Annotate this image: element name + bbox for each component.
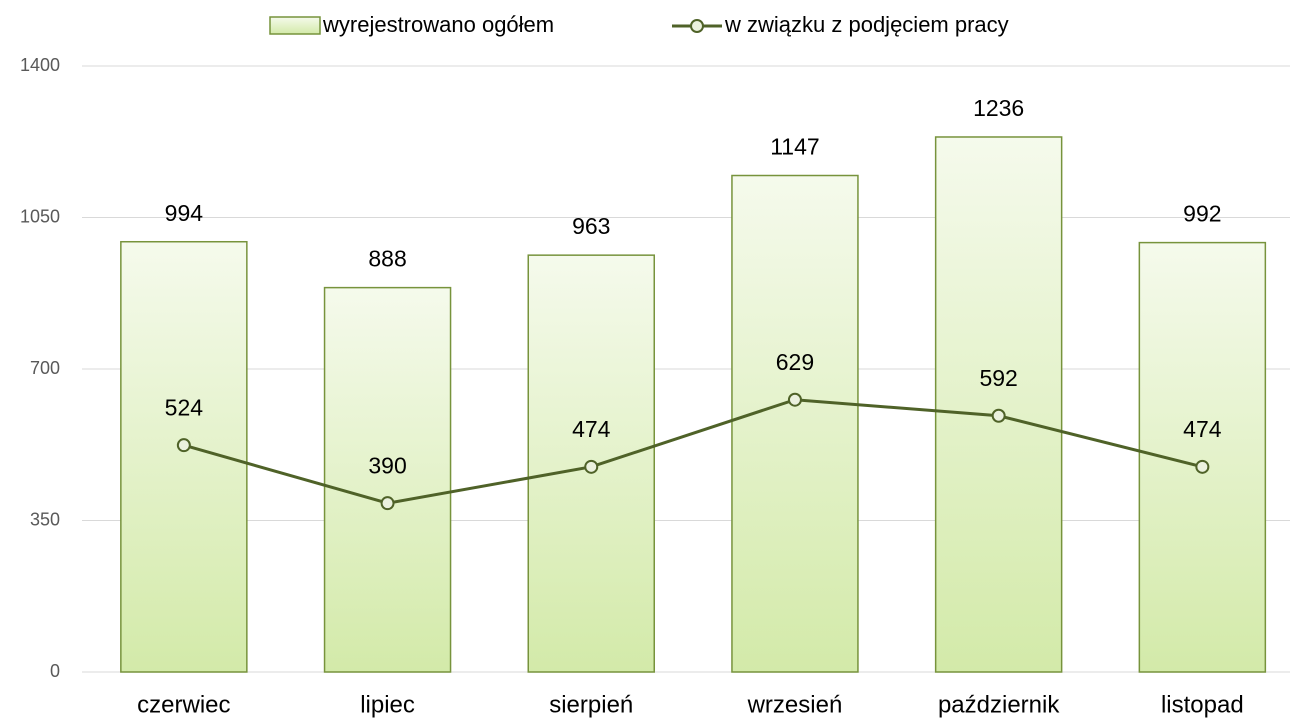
bar <box>934 136 1063 673</box>
data-label: 629 <box>776 349 814 375</box>
legend: wyrejestrowano ogółem w związku z podjęci… <box>269 12 1009 37</box>
y-tick-label: 700 <box>30 358 60 378</box>
legend-swatch <box>269 16 321 35</box>
y-tick-label: 1400 <box>20 55 60 75</box>
x-tick-label: lipiec <box>360 691 415 718</box>
line-marker <box>584 459 599 474</box>
y-tick-label: 350 <box>30 509 60 529</box>
x-tick-label: wrzesień <box>747 691 843 718</box>
x-tick-label: czerwiec <box>137 691 230 718</box>
data-label: 592 <box>979 365 1017 391</box>
data-label: 963 <box>572 213 610 239</box>
data-label: 524 <box>165 394 204 420</box>
y-tick-label: 0 <box>50 661 60 681</box>
bar <box>323 286 452 673</box>
data-label: 992 <box>1183 201 1221 227</box>
legend-label: w związku z podjęciem pracy <box>724 12 1009 37</box>
x-tick-label: październik <box>938 691 1060 718</box>
bar <box>731 174 859 673</box>
line-marker <box>787 392 802 407</box>
y-tick-label: 1050 <box>20 206 60 226</box>
data-label: 994 <box>165 200 204 226</box>
line-marker <box>380 496 395 511</box>
legend-label: wyrejestrowano ogółem <box>322 12 554 37</box>
x-tick-label: listopad <box>1161 691 1244 718</box>
data-label: 888 <box>368 246 406 272</box>
line-marker <box>176 438 191 453</box>
data-label: 390 <box>368 452 406 478</box>
data-label: 1147 <box>770 134 819 160</box>
data-label: 474 <box>572 416 611 442</box>
line-marker <box>1195 459 1210 474</box>
data-label: 474 <box>1183 416 1222 442</box>
line <box>183 398 1203 505</box>
x-tick-label: sierpień <box>549 691 633 718</box>
legend-marker <box>690 19 704 33</box>
data-label: 1236 <box>973 95 1024 121</box>
line-marker <box>991 408 1006 423</box>
